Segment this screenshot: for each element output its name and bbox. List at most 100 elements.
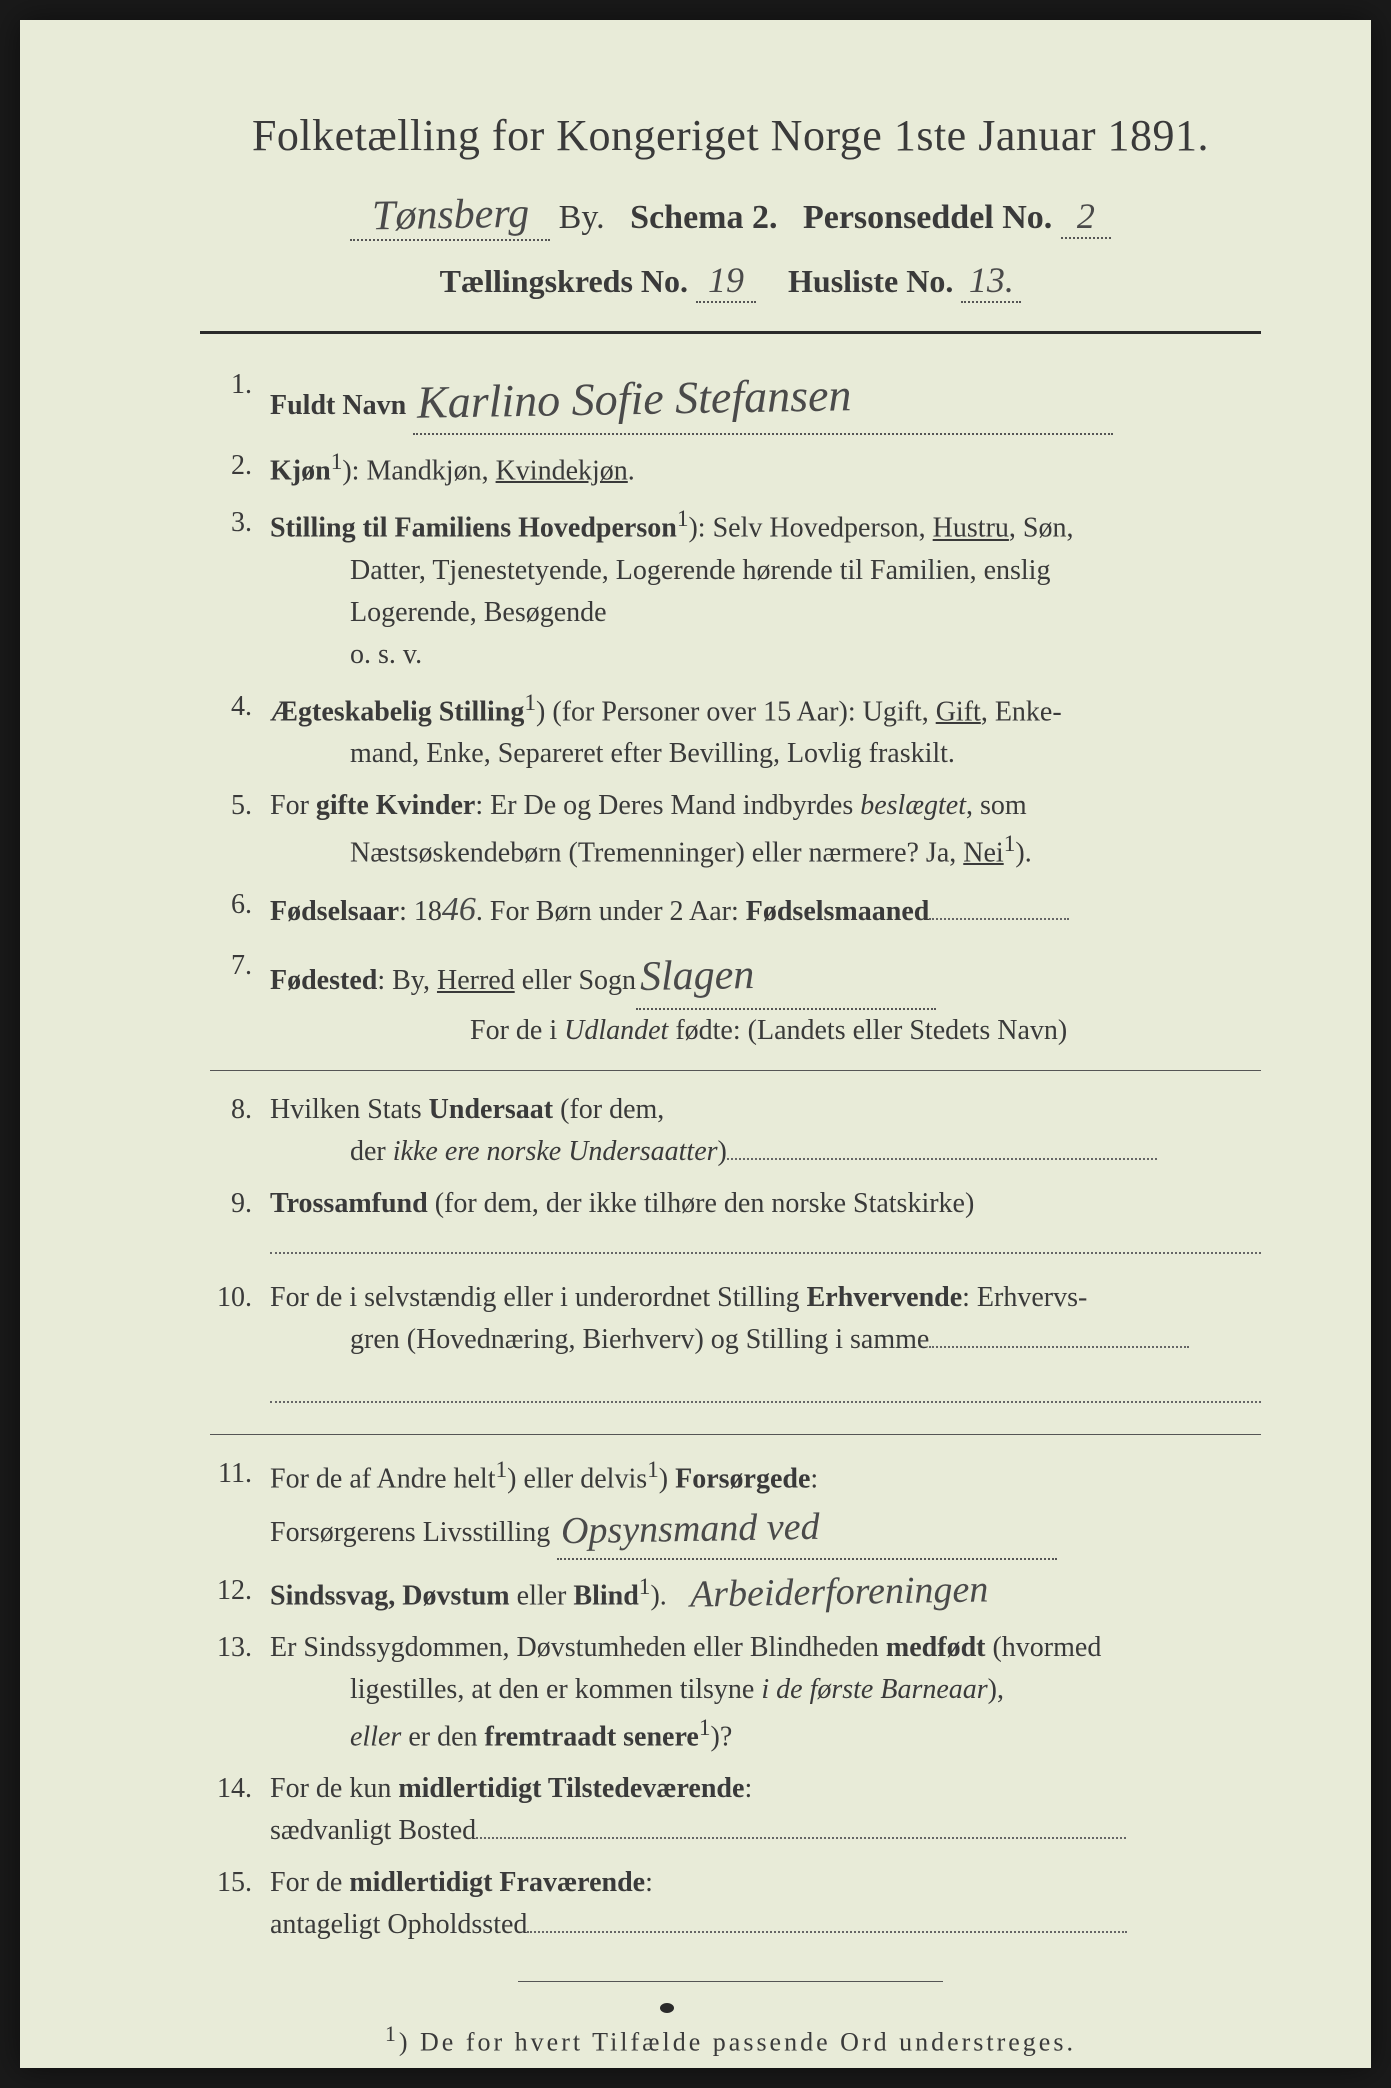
item-num: 6. (210, 884, 270, 935)
text: : Er De og Deres Mand indbyrdes (475, 790, 860, 821)
text: For de af Andre helt (270, 1464, 496, 1495)
text: : By, (377, 965, 437, 996)
item-num: 2. (210, 445, 270, 492)
underlined: Herred (437, 965, 515, 996)
form-title: Folketælling for Kongeriget Norge 1ste J… (200, 110, 1261, 161)
text: ), (988, 1674, 1004, 1705)
sup: 1 (524, 690, 536, 716)
text: , Enke- (981, 696, 1062, 727)
item-num: 7. (210, 945, 270, 1052)
underlined: Gift (936, 696, 981, 727)
item-label: Kjøn (270, 455, 331, 486)
item-num: 1. (210, 364, 270, 435)
text: Datter, Tjenestetyende, Logerende hørend… (350, 555, 1050, 586)
text: Logerende, Besøgende (350, 597, 607, 628)
footnote: 1) De for hvert Tilfælde passende Ord un… (200, 2022, 1261, 2058)
text: ): Mandkjøn, (342, 455, 495, 486)
bold: midlertidigt Fraværende (349, 1867, 645, 1898)
item-10: 10. For de i selvstændig eller i underor… (210, 1277, 1261, 1416)
text: : (744, 1773, 752, 1804)
bold: Undersaat (429, 1094, 553, 1125)
sup: 1 (385, 2022, 399, 2046)
dotted (270, 1375, 1261, 1403)
footnote-text: ) De for hvert Tilfælde passende Ord und… (399, 2028, 1076, 2057)
sup: 1 (639, 1574, 651, 1600)
item-11: 11. For de af Andre helt1) eller delvis1… (210, 1453, 1261, 1559)
text: Næstsøskendebørn (Tremenninger) eller næ… (350, 837, 963, 868)
text: For de (270, 1867, 349, 1898)
schema-label: Schema 2. (630, 199, 777, 236)
item-num: 15. (210, 1862, 270, 1946)
text: o. s. v. (350, 639, 422, 670)
bold: Forsørgede (675, 1464, 810, 1495)
item-num: 9. (210, 1183, 270, 1267)
end: . (628, 455, 635, 486)
dotted (929, 1320, 1189, 1348)
item-8: 8. Hvilken Stats Undersaat (for dem, der… (210, 1089, 1261, 1173)
header-line-2: Tællingskreds No. 19 Husliste No. 13. (200, 259, 1261, 303)
text: For (270, 790, 316, 821)
text: (for dem, der ikke tilhøre den norske St… (428, 1188, 975, 1219)
item-13: 13. Er Sindssygdommen, Døvstumheden elle… (210, 1627, 1261, 1758)
text: ) eller delvis (507, 1464, 647, 1495)
text: fødte: (Landets eller Stedets Navn) (668, 1015, 1067, 1046)
item-7: 7. Fødested: By, Herred eller SognSlagen… (210, 945, 1261, 1052)
text: ) (718, 1136, 727, 1167)
sup: 1 (496, 1457, 508, 1483)
item-num: 12. (210, 1570, 270, 1617)
dotted (270, 1226, 1261, 1254)
personseddel-label: Personseddel No. (803, 199, 1052, 236)
text: . For Børn under 2 Aar: (476, 896, 746, 927)
sup: 1 (699, 1715, 711, 1741)
sup: 1 (677, 506, 689, 532)
text: )? (711, 1721, 733, 1752)
sup: 1 (331, 449, 343, 475)
text: , som (966, 790, 1027, 821)
personseddel-hw: 2 (1077, 196, 1095, 236)
text: eller Sogn (515, 965, 636, 996)
bold: Blind (573, 1580, 638, 1611)
item-label: Ægteskabelig Stilling (270, 696, 524, 727)
bold: Fødselsmaaned (746, 896, 930, 927)
text: : Erhvervs- (962, 1282, 1087, 1313)
text: : (645, 1867, 653, 1898)
text: Er Sindssygdommen, Døvstumheden eller Bl… (270, 1632, 886, 1663)
item-4: 4. Ægteskabelig Stilling1) (for Personer… (210, 686, 1261, 775)
item-num: 5. (210, 785, 270, 874)
sup: 1 (1004, 831, 1016, 857)
text: ). (650, 1580, 666, 1611)
ink-spot (660, 2003, 674, 2013)
item-num: 3. (210, 502, 270, 675)
husliste-label: Husliste No. (788, 263, 953, 299)
text: sædvanligt Bosted (270, 1815, 476, 1846)
bold: Sindssvag, Døvstum (270, 1580, 510, 1611)
underlined: Kvindekjøn (496, 455, 628, 486)
bold: midlertidigt Tilstedeværende (398, 1773, 744, 1804)
text: gren (Hovednæring, Bierhverv) og Stillin… (350, 1324, 929, 1355)
underlined: Hustru (933, 513, 1009, 544)
kreds-label: Tællingskreds No. (440, 263, 688, 299)
bold: fremtraadt senere (485, 1721, 699, 1752)
item-1: 1. Fuldt Navn Karlino Sofie Stefansen (210, 364, 1261, 435)
text: mand, Enke, Separeret efter Bevilling, L… (350, 738, 955, 769)
text: ): Selv Hovedperson, (688, 513, 932, 544)
provider-hw: Opsynsmand ved (561, 1498, 821, 1560)
item-num: 4. (210, 686, 270, 775)
text: ligestilles, at den er kommen tilsyne (350, 1674, 761, 1705)
city-handwritten: Tønsberg (371, 190, 529, 241)
item-6: 6. Fødselsaar: 1846. For Børn under 2 Aa… (210, 884, 1261, 935)
item-num: 8. (210, 1089, 270, 1173)
text: (hvormed (985, 1632, 1101, 1663)
header-line-1: Tønsberg By. Schema 2. Personseddel No. … (200, 191, 1261, 241)
bold: Trossamfund (270, 1188, 428, 1219)
dotted (929, 892, 1069, 920)
text: : 18 (399, 896, 442, 927)
item-2: 2. Kjøn1): Mandkjøn, Kvindekjøn. (210, 445, 1261, 492)
text: , Søn, (1009, 513, 1074, 544)
item-label: Fuldt Navn (270, 390, 406, 421)
form-items: 1. Fuldt Navn Karlino Sofie Stefansen 2.… (200, 364, 1261, 1946)
bold: medfødt (886, 1632, 986, 1663)
italic: Udlandet (564, 1015, 668, 1046)
item-12: 12. Sindssvag, Døvstum eller Blind1). Ar… (210, 1570, 1261, 1617)
fullname-hw: Karlino Sofie Stefansen (417, 360, 853, 437)
